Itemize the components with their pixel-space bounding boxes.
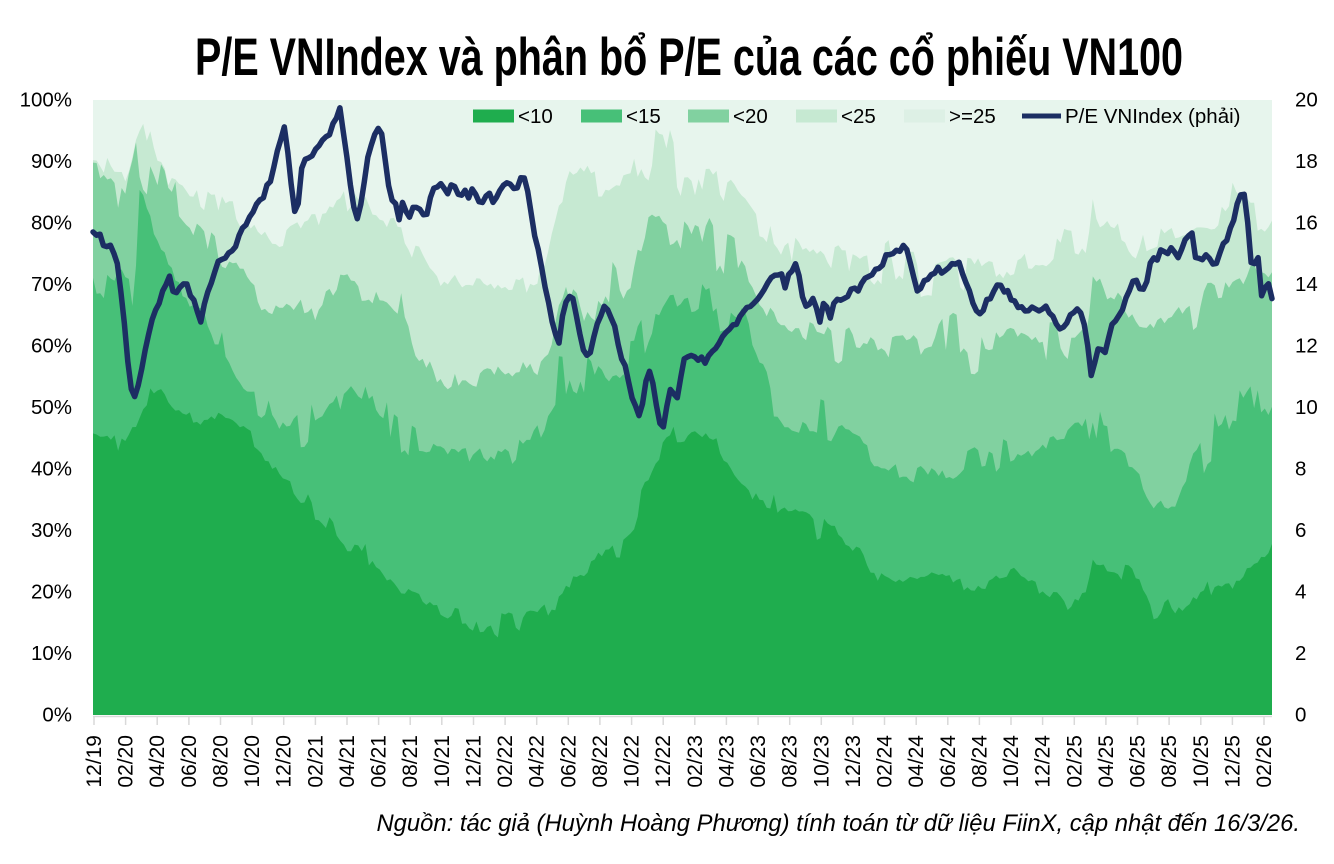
svg-text:02/20: 02/20 [115, 735, 138, 788]
svg-text:06/21: 06/21 [368, 735, 391, 788]
svg-text:70%: 70% [31, 273, 72, 296]
svg-text:40%: 40% [31, 458, 72, 481]
svg-text:12/24: 12/24 [1032, 735, 1055, 788]
svg-text:08/25: 08/25 [1158, 735, 1181, 788]
svg-text:04/20: 04/20 [146, 735, 169, 788]
svg-text:10%: 10% [31, 642, 72, 665]
svg-text:12/21: 12/21 [463, 735, 486, 788]
svg-text:4: 4 [1295, 581, 1306, 604]
svg-text:80%: 80% [31, 212, 72, 235]
svg-text:06/20: 06/20 [178, 735, 201, 788]
svg-text:2: 2 [1295, 642, 1306, 665]
svg-text:10/22: 10/22 [621, 735, 644, 788]
svg-text:12/19: 12/19 [83, 735, 106, 788]
svg-text:02/23: 02/23 [684, 735, 707, 788]
svg-text:04/21: 04/21 [336, 735, 359, 788]
svg-text:P/E VNIndex và phân bổ P/E của: P/E VNIndex và phân bổ P/E của các cổ ph… [195, 28, 1183, 87]
svg-text:12/25: 12/25 [1221, 735, 1244, 788]
svg-text:P/E VNIndex (phải): P/E VNIndex (phải) [1065, 105, 1240, 128]
svg-text:12: 12 [1295, 335, 1318, 358]
svg-text:14: 14 [1295, 273, 1318, 296]
svg-text:Nguồn: tác giả (Huỳnh Hoàng Ph: Nguồn: tác giả (Huỳnh Hoàng Phương) tính… [376, 810, 1300, 837]
svg-text:<15: <15 [626, 105, 661, 128]
svg-text:02/25: 02/25 [1063, 735, 1086, 788]
svg-text:10: 10 [1295, 396, 1318, 419]
svg-text:12/20: 12/20 [273, 735, 296, 788]
svg-text:12/22: 12/22 [652, 735, 675, 788]
svg-text:10/21: 10/21 [431, 735, 454, 788]
svg-text:100%: 100% [20, 89, 72, 112]
svg-text:0: 0 [1295, 704, 1306, 727]
svg-text:<25: <25 [841, 105, 876, 128]
svg-text:20%: 20% [31, 581, 72, 604]
svg-text:60%: 60% [31, 335, 72, 358]
svg-text:90%: 90% [31, 150, 72, 173]
svg-text:04/23: 04/23 [715, 735, 738, 788]
svg-text:>=25: >=25 [949, 105, 996, 128]
svg-text:08/23: 08/23 [779, 735, 802, 788]
svg-text:8: 8 [1295, 458, 1306, 481]
svg-text:12/23: 12/23 [842, 735, 865, 788]
svg-text:04/22: 04/22 [526, 735, 549, 788]
svg-text:50%: 50% [31, 396, 72, 419]
svg-text:10/20: 10/20 [241, 735, 264, 788]
svg-text:16: 16 [1295, 212, 1318, 235]
svg-text:06/25: 06/25 [1127, 735, 1150, 788]
svg-text:06/22: 06/22 [557, 735, 580, 788]
svg-text:04/25: 04/25 [1095, 735, 1118, 788]
svg-text:08/22: 08/22 [589, 735, 612, 788]
svg-text:02/22: 02/22 [494, 735, 517, 788]
svg-text:<10: <10 [518, 105, 553, 128]
svg-text:0%: 0% [42, 704, 72, 727]
svg-text:6: 6 [1295, 519, 1306, 542]
svg-text:10/25: 10/25 [1190, 735, 1213, 788]
svg-text:10/23: 10/23 [810, 735, 833, 788]
svg-text:08/24: 08/24 [968, 735, 991, 788]
svg-text:<20: <20 [733, 105, 768, 128]
svg-text:06/24: 06/24 [937, 735, 960, 788]
svg-text:20: 20 [1295, 89, 1318, 112]
svg-text:18: 18 [1295, 150, 1318, 173]
svg-text:06/23: 06/23 [747, 735, 770, 788]
svg-text:02/26: 02/26 [1253, 735, 1276, 788]
svg-text:02/24: 02/24 [874, 735, 897, 788]
svg-text:04/24: 04/24 [905, 735, 928, 788]
svg-text:08/20: 08/20 [210, 735, 233, 788]
svg-text:02/21: 02/21 [304, 735, 327, 788]
svg-text:10/24: 10/24 [1000, 735, 1023, 788]
svg-text:08/21: 08/21 [399, 735, 422, 788]
svg-text:30%: 30% [31, 519, 72, 542]
